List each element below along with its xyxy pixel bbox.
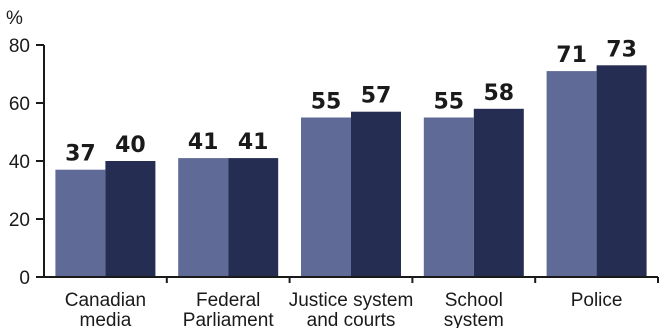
y-axis: 0 20 40 60 80 — [9, 36, 45, 289]
bar — [351, 111, 401, 277]
x-category-label: Canadian media — [65, 290, 146, 328]
bar — [596, 65, 647, 277]
bars — [55, 65, 647, 277]
y-tick-label: 0 — [19, 268, 30, 289]
data-labels: 37 40 41 41 55 57 55 58 71 73 — [65, 37, 637, 166]
bar — [105, 161, 156, 277]
bar — [55, 169, 106, 277]
x-category-label: Police — [571, 290, 623, 311]
y-tick-label: 60 — [9, 94, 30, 115]
data-label: 37 — [65, 142, 96, 167]
data-label: 73 — [606, 37, 637, 62]
x-category-label: Justice system and courts — [289, 290, 414, 328]
x-axis: Canadian media Federal Parliament Justice sy… — [36, 276, 659, 328]
data-label: 71 — [556, 43, 587, 68]
x-category-label: Federal Parliament — [183, 290, 275, 328]
bar — [228, 158, 279, 277]
data-label: 41 — [188, 130, 219, 155]
data-label: 57 — [361, 84, 392, 109]
y-tick-label: 20 — [9, 210, 30, 231]
bar — [473, 108, 524, 277]
data-label: 41 — [238, 130, 269, 155]
data-label: 58 — [483, 81, 514, 106]
bar — [301, 117, 351, 277]
x-category-label: School system — [444, 290, 504, 328]
y-tick-label: 40 — [9, 152, 30, 173]
data-label: 40 — [115, 133, 146, 158]
bar — [546, 71, 597, 277]
y-axis-unit-label: % — [6, 8, 23, 29]
bar — [423, 117, 474, 277]
bar — [178, 158, 229, 277]
y-tick-label: 80 — [9, 36, 30, 57]
data-label: 55 — [311, 90, 342, 115]
data-label: 55 — [433, 90, 464, 115]
